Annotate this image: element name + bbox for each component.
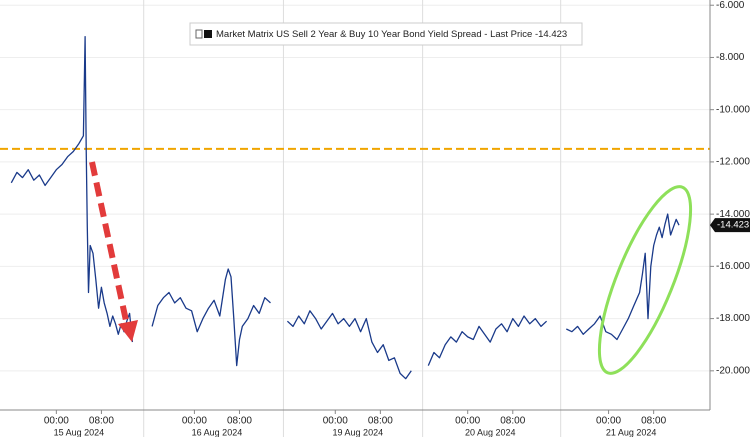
x-tick-label: 08:00 — [227, 416, 252, 427]
legend-label: Market Matrix US Sell 2 Year & Buy 10 Ye… — [216, 29, 567, 40]
x-tick-label: 08:00 — [641, 416, 666, 427]
y-tick-label: -18.000 — [716, 313, 750, 324]
x-tick-label: 08:00 — [500, 416, 525, 427]
date-label: 16 Aug 2024 — [192, 427, 243, 437]
y-tick-label: -20.000 — [716, 365, 750, 376]
x-tick-label: 00:00 — [323, 416, 348, 427]
date-label: 21 Aug 2024 — [606, 427, 657, 437]
legend-swatch — [204, 30, 212, 38]
y-tick-label: -6.000 — [716, 0, 745, 11]
arrow-head — [118, 320, 138, 342]
y-tick-label: -14.000 — [716, 209, 750, 220]
y-tick-label: -10.000 — [716, 104, 750, 115]
x-tick-label: 00:00 — [455, 416, 480, 427]
x-tick-label: 00:00 — [44, 416, 69, 427]
highlight-ellipse — [597, 185, 693, 375]
date-label: 15 Aug 2024 — [54, 427, 105, 437]
plot — [0, 35, 710, 380]
grid — [0, 0, 710, 437]
y-tick-label: -16.000 — [716, 261, 750, 272]
date-label: 20 Aug 2024 — [465, 427, 516, 437]
y-tick-label: -12.000 — [716, 157, 750, 168]
x-tick-label: 00:00 — [182, 416, 207, 427]
last-price-label: -14.423 — [717, 220, 749, 231]
arrow-annotation — [89, 161, 131, 331]
date-label: 19 Aug 2024 — [333, 427, 384, 437]
series-line — [10, 35, 680, 380]
last-price-tag — [710, 218, 750, 233]
y-tick-label: -8.000 — [716, 52, 745, 63]
x-tick-label: 08:00 — [368, 416, 393, 427]
legend-icon-box — [195, 29, 203, 39]
x-tick-label: 08:00 — [89, 416, 114, 427]
x-tick-label: 00:00 — [596, 416, 621, 427]
legend-box — [189, 22, 583, 46]
